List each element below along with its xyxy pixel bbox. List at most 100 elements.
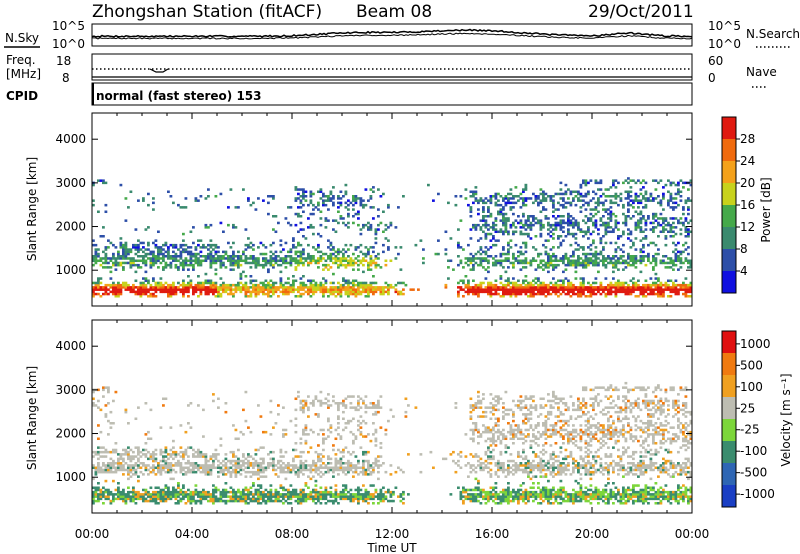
power-cell — [177, 259, 180, 263]
velocity-cell — [344, 497, 348, 501]
velocity-cell — [182, 466, 185, 470]
power-cell — [487, 255, 490, 258]
velocity-cell — [97, 399, 100, 403]
power-cell — [482, 206, 485, 209]
power-cell — [487, 290, 490, 294]
power-cell — [517, 286, 520, 289]
velocity-cell — [252, 493, 255, 496]
velocity-cell — [152, 470, 155, 474]
power-cell — [484, 221, 488, 225]
velocity-cell — [97, 470, 100, 474]
power-cell — [257, 283, 260, 287]
power-cell — [482, 257, 485, 260]
power-cell — [514, 283, 518, 287]
power-cell — [654, 179, 658, 182]
power-cell — [492, 237, 495, 240]
power-cell — [554, 259, 558, 263]
power-cell — [129, 261, 133, 265]
power-cell — [362, 259, 365, 263]
velocity-cell — [107, 402, 110, 405]
power-cell — [294, 223, 298, 227]
power-cell — [227, 255, 230, 258]
power-cell — [104, 288, 108, 291]
power-cell — [184, 261, 188, 265]
power-cell — [127, 248, 130, 251]
velocity-cell — [109, 462, 113, 465]
power-cell — [379, 290, 383, 294]
power-cell — [659, 295, 663, 298]
power-cell — [182, 232, 185, 236]
power-cell — [307, 217, 310, 220]
power-cell — [627, 263, 630, 267]
velocity-cell — [114, 468, 118, 472]
power-cell — [342, 257, 345, 260]
power-cell — [244, 286, 248, 289]
power-cell — [632, 257, 635, 260]
power-cell — [662, 283, 665, 287]
power-cell — [329, 266, 333, 269]
power-cell — [604, 292, 608, 296]
power-cell — [687, 288, 690, 291]
velocity-cell — [154, 457, 158, 461]
power-cell — [614, 241, 618, 245]
power-cell — [327, 199, 330, 202]
power-cell — [629, 263, 633, 267]
velocity-cell — [144, 442, 148, 445]
power-cell — [447, 201, 450, 205]
power-cell — [467, 290, 470, 294]
power-cell — [299, 281, 303, 285]
velocity-cell — [232, 488, 235, 492]
power-cell — [584, 232, 588, 236]
velocity-cell — [197, 490, 200, 494]
power-cell — [639, 228, 643, 231]
velocity-cell — [92, 402, 95, 405]
power-cell — [272, 281, 275, 285]
power-cell — [514, 243, 518, 247]
power-cell — [689, 230, 693, 234]
velocity-cell — [279, 493, 283, 496]
power-cell — [372, 190, 375, 194]
power-cell — [502, 295, 505, 298]
power-cell — [169, 195, 173, 198]
velocity-cell — [162, 397, 165, 401]
power-cell — [509, 188, 513, 191]
velocity-cell — [179, 450, 183, 454]
velocity-cell — [262, 495, 265, 498]
power-cell — [534, 268, 538, 271]
power-cell — [497, 288, 500, 291]
velocity-cell — [222, 490, 225, 494]
power-cell — [267, 283, 270, 287]
power-cell — [534, 235, 538, 238]
velocity-cell — [239, 499, 243, 503]
power-cell — [114, 263, 118, 267]
power-cell — [104, 290, 108, 294]
velocity-cell — [164, 397, 168, 401]
power-cell — [354, 212, 358, 216]
velocity-cell — [117, 497, 120, 501]
velocity-cell — [252, 495, 255, 498]
velocity-cell — [262, 430, 265, 434]
power-cell — [559, 286, 563, 289]
velocity-cell — [239, 430, 243, 434]
power-cell — [252, 279, 255, 283]
velocity-cell — [114, 462, 118, 465]
velocity-cell — [252, 464, 255, 467]
velocity-cell — [257, 470, 260, 474]
power-cell — [209, 250, 213, 254]
power-cell — [237, 281, 240, 285]
power-cell — [214, 268, 218, 271]
power-cell — [472, 279, 475, 283]
velocity-cell — [102, 486, 105, 490]
velocity-cell — [294, 417, 298, 421]
velocity-cell — [317, 473, 320, 476]
velocity-cell — [314, 413, 318, 416]
power-cell — [534, 281, 538, 285]
power-cell — [219, 221, 223, 225]
power-cell — [454, 195, 458, 198]
velocity-cell — [282, 428, 285, 432]
power-cell — [282, 261, 285, 265]
power-cell — [107, 288, 110, 291]
power-cell — [117, 290, 120, 294]
power-cell — [572, 252, 575, 256]
power-cell — [214, 261, 218, 265]
